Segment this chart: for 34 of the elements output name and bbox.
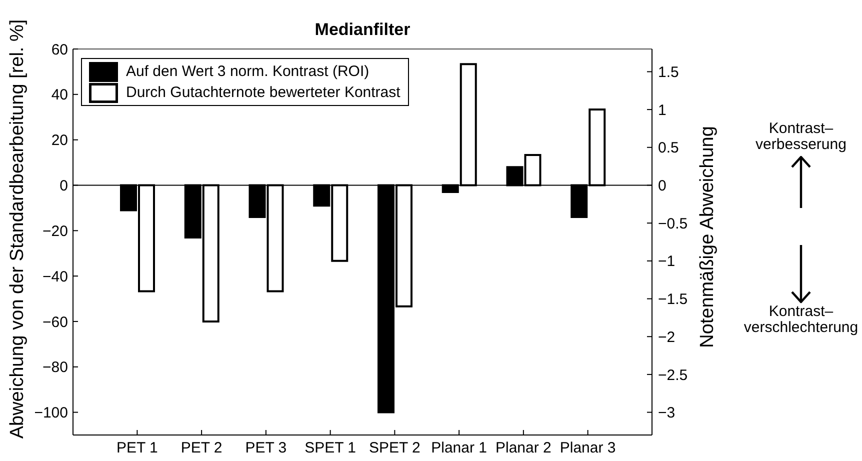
y2-tick-label: 1 — [658, 102, 666, 119]
legend-label: Durch Gutachternote bewerteter Kontrast — [126, 83, 400, 103]
text: Kontrast– verschlechterung — [744, 303, 858, 336]
y-tick-label: 60 — [51, 41, 68, 58]
y-tick-label: −40 — [42, 268, 68, 286]
y-tick-label: −80 — [42, 359, 68, 376]
y2-tick-label: 1.5 — [658, 64, 679, 82]
y2-tick-label: −1 — [658, 253, 676, 270]
y2-tick-label: −2.5 — [658, 366, 688, 384]
x-tick-label: SPET 1 — [304, 440, 356, 457]
y2-tick-label: 0.5 — [658, 140, 679, 157]
y2-tick-label: 0 — [658, 178, 666, 195]
y-tick-label: 0 — [60, 178, 68, 195]
y2-tick-label: −0.5 — [658, 215, 688, 232]
x-tick-label: Planar 1 — [431, 440, 487, 457]
x-tick-label: PET 2 — [180, 440, 222, 457]
y-tick-label: −100 — [34, 404, 68, 422]
x-tick-label: Planar 2 — [496, 440, 552, 457]
y2-tick-label: −2 — [658, 328, 676, 346]
legend-label: Auf den Wert 3 norm. Kontrast (ROI) — [126, 62, 370, 82]
y2-tick-label: −1.5 — [658, 291, 688, 308]
y2-axis-title: Notenmäßige Abweichung — [697, 126, 718, 348]
x-tick-label: SPET 2 — [368, 440, 420, 457]
y-axis-title: Abweichung von der Standardbearbeitung [rel. %] — [7, 19, 28, 439]
y-tick-label: −60 — [42, 314, 68, 331]
text: Kontrast– verbesserung — [756, 120, 846, 153]
x-tick-label: PET 1 — [116, 440, 158, 457]
y2-tick-label: −3 — [658, 404, 676, 422]
x-tick-label: Planar 3 — [560, 440, 616, 457]
y-tick-label: 20 — [51, 132, 68, 150]
y-tick-label: 40 — [51, 86, 68, 104]
chart-title: Medianfilter — [314, 20, 410, 40]
x-tick-label: PET 3 — [245, 440, 287, 457]
y-tick-label: −20 — [42, 222, 68, 240]
